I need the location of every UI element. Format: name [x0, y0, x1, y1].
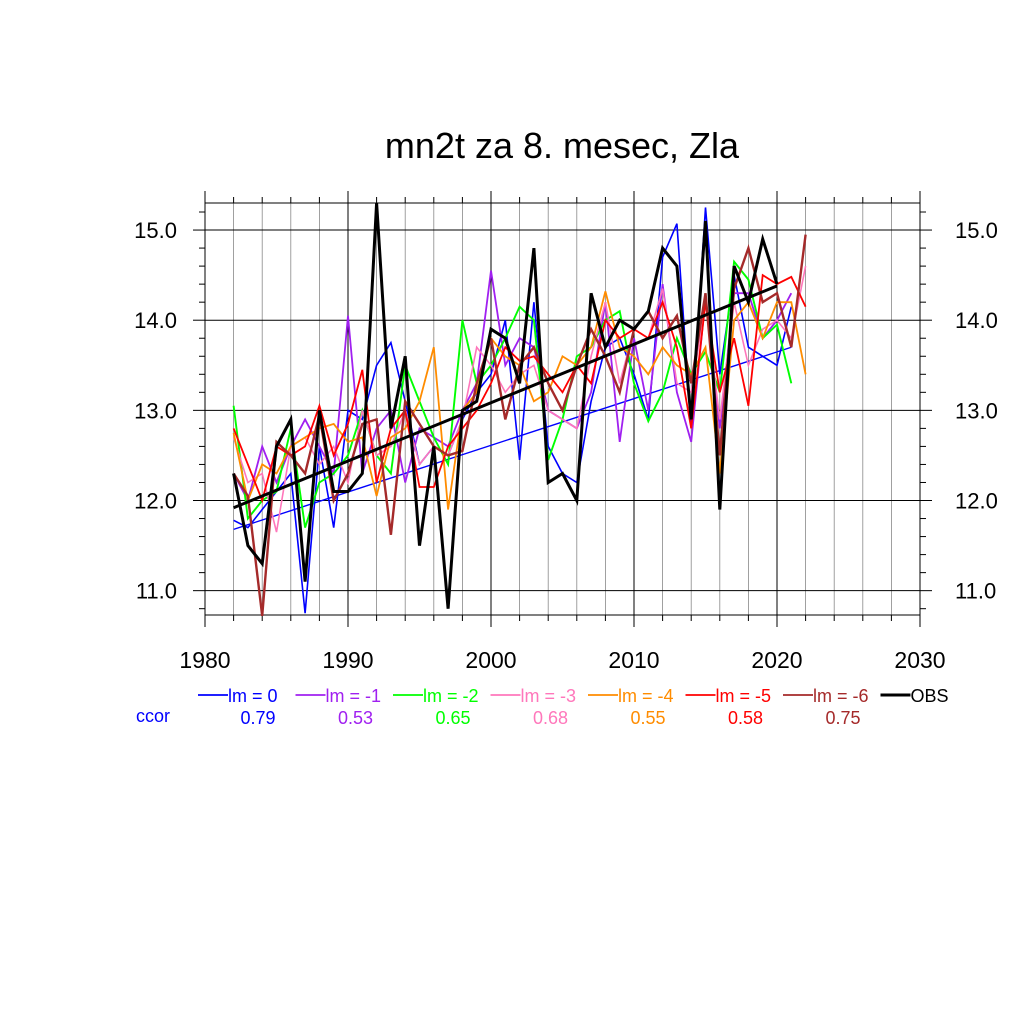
legend-label: lm = -4 [618, 686, 674, 706]
legend-label: lm = -5 [716, 686, 772, 706]
legend-label: lm = -1 [326, 686, 382, 706]
legend: ccor lm = 00.79 lm = -10.53 lm = -20.65 lm =… [136, 686, 949, 728]
x-tick-label: 1990 [322, 647, 373, 673]
legend-ccor-value: 0.55 [630, 708, 665, 728]
y-tick-label-right: 14.0 [955, 308, 998, 333]
y-tick-label: 12.0 [134, 489, 177, 514]
y-tick-label-right: 13.0 [955, 398, 998, 423]
y-tick-label: 14.0 [134, 308, 177, 333]
legend-ccor-value: 0.75 [825, 708, 860, 728]
series-line [232, 202, 779, 609]
trend-line [233, 284, 778, 510]
legend-ccor-value: 0.53 [338, 708, 373, 728]
chart-title: mn2t za 8. mesec, Zla [385, 125, 740, 166]
x-tick-label: 2010 [608, 647, 659, 673]
x-tick-label: 1980 [179, 647, 230, 673]
y-tick-label: 11.0 [136, 579, 177, 604]
legend-ccor-value: 0.79 [240, 708, 275, 728]
legend-ccor-value: 0.65 [435, 708, 470, 728]
legend-label: OBS [911, 686, 949, 706]
legend-ccor-value: 0.68 [533, 708, 568, 728]
series-layer [232, 202, 807, 617]
x-tick-label: 2020 [751, 647, 802, 673]
plot-frame [204, 202, 921, 616]
legend-label: lm = -2 [423, 686, 479, 706]
y-tick-label: 13.0 [134, 398, 177, 423]
ccor-label: ccor [136, 706, 170, 726]
legend-label: lm = -3 [521, 686, 577, 706]
legend-ccor-value: 0.58 [728, 708, 763, 728]
tick-layer: 1980 1990 2000 2010 2020 2030 11.0 11.0 12.0 12.0… [134, 191, 998, 673]
y-tick-label-right: 15.0 [955, 218, 998, 243]
x-tick-label: 2000 [465, 647, 516, 673]
legend-label: lm = 0 [228, 686, 278, 706]
x-tick-label: 2030 [894, 647, 945, 673]
y-tick-label: 15.0 [134, 218, 177, 243]
legend-label: lm = -6 [813, 686, 869, 706]
y-tick-label-right: 11.0 [955, 579, 996, 604]
y-tick-label-right: 12.0 [955, 489, 998, 514]
